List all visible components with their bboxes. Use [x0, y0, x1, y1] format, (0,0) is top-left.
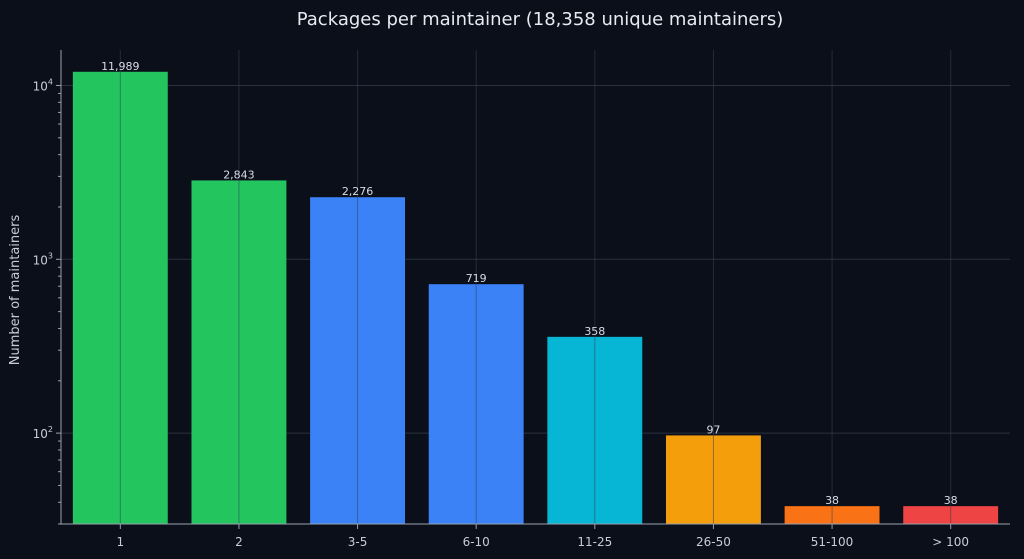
- value-label: 11,989: [101, 60, 140, 73]
- value-label: 2,276: [342, 185, 374, 198]
- x-tick-label: 51-100: [811, 535, 854, 549]
- value-label: 38: [825, 494, 839, 507]
- value-label: 38: [944, 494, 958, 507]
- x-tick-label: 26-50: [696, 535, 731, 549]
- x-tick-label: 2: [235, 535, 243, 549]
- y-tick-label: 104: [33, 77, 53, 93]
- value-label: 97: [706, 423, 720, 436]
- x-tick-label: 1: [116, 535, 124, 549]
- value-label: 358: [584, 325, 605, 338]
- y-tick-label: 103: [33, 251, 53, 267]
- bars: [72, 71, 999, 525]
- value-label: 719: [466, 272, 487, 285]
- y-axis-label: Number of maintainers: [8, 215, 23, 366]
- value-label: 2,843: [223, 168, 255, 181]
- x-tick-label: > 100: [932, 535, 969, 549]
- value-labels: 11,989 2,843 2,276 719 358 97 38 38: [101, 60, 958, 507]
- axes: 102 103 104 1 2 3-5 6-10 11-25 26-50 51-100 > 100: [33, 50, 1010, 549]
- x-tick-label: 6-10: [463, 535, 490, 549]
- x-tick-label: 11-25: [577, 535, 612, 549]
- chart-title: Packages per maintainer (18,358 unique m…: [297, 9, 784, 30]
- vertical-grid: [119, 50, 952, 524]
- y-tick-label: 102: [33, 425, 53, 441]
- x-tick-label: 3-5: [348, 535, 368, 549]
